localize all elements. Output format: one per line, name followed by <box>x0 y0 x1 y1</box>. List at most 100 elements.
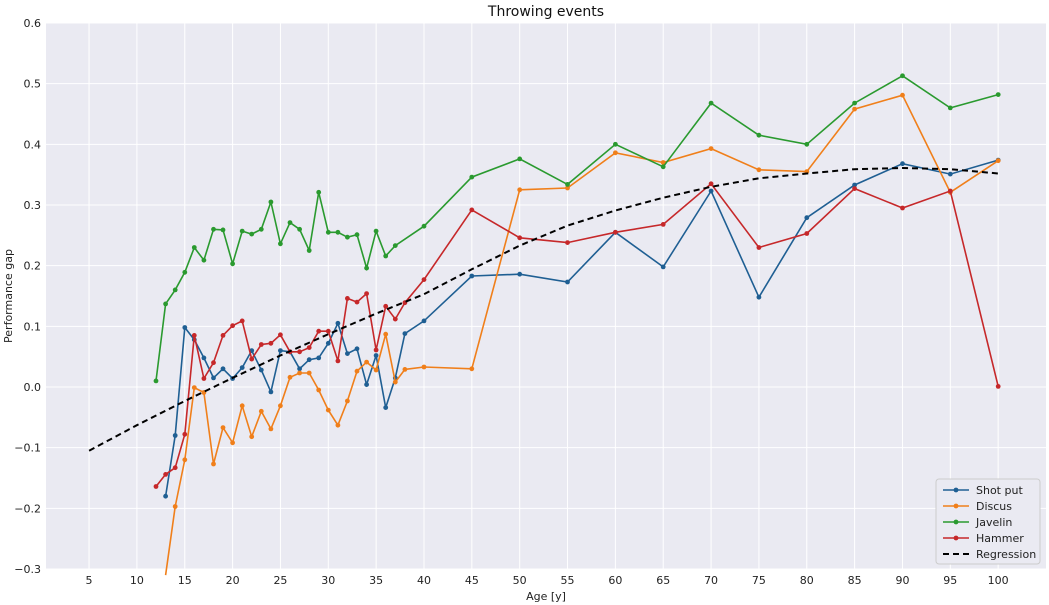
x-tick-label: 90 <box>895 574 909 587</box>
data-point-discus <box>402 367 408 372</box>
data-point-shot-put <box>756 294 762 300</box>
data-point-discus <box>517 187 523 193</box>
data-point-hammer <box>182 431 188 437</box>
legend-label-shot-put: Shot put <box>976 484 1023 497</box>
data-point-shot-put <box>220 366 226 372</box>
data-point-hammer <box>354 299 360 305</box>
data-point-javelin <box>354 232 360 238</box>
x-tick-label: 40 <box>417 574 431 587</box>
data-point-shot-put <box>469 273 475 279</box>
data-point-javelin <box>182 269 188 275</box>
data-point-shot-put <box>383 405 389 410</box>
x-axis-label: Age [y] <box>526 590 566 603</box>
data-point-shot-put <box>239 365 245 370</box>
data-point-hammer <box>239 318 245 324</box>
data-point-javelin <box>756 132 762 138</box>
data-point-shot-put <box>900 161 905 167</box>
data-point-shot-put <box>354 346 360 352</box>
data-point-hammer <box>325 328 331 334</box>
data-point-discus <box>182 457 188 463</box>
data-point-hammer <box>421 277 427 282</box>
data-point-discus <box>613 150 618 156</box>
data-point-javelin <box>392 243 398 249</box>
data-point-discus <box>708 146 714 152</box>
data-point-hammer <box>172 465 178 471</box>
legend-marker-javelin <box>953 519 959 525</box>
y-tick-label: 0.3 <box>24 199 42 212</box>
data-point-hammer <box>306 345 312 350</box>
data-point-javelin <box>345 234 350 240</box>
data-point-discus <box>354 368 360 374</box>
series-line-regression <box>88 166 999 452</box>
data-point-hammer <box>383 303 389 309</box>
data-point-discus <box>364 359 369 365</box>
data-point-javelin <box>947 105 953 111</box>
legend: Shot put Discus Javelin Hammer Regression <box>935 478 1041 565</box>
x-tick-label: 45 <box>465 574 479 587</box>
y-tick-label: 0.0 <box>24 381 42 394</box>
legend-marker-hammer <box>953 535 959 541</box>
legend-label-discus: Discus <box>976 500 1012 513</box>
data-point-discus <box>297 370 302 376</box>
data-point-javelin <box>220 227 226 233</box>
data-point-hammer <box>804 231 810 236</box>
data-point-discus <box>565 185 570 191</box>
data-point-shot-put <box>345 351 350 356</box>
data-point-discus <box>660 160 666 165</box>
data-point-shot-put <box>335 320 341 326</box>
data-point-hammer <box>900 205 905 211</box>
data-point-shot-put <box>402 331 408 336</box>
data-point-shot-put <box>297 366 302 372</box>
legend-label-hammer: Hammer <box>976 532 1024 545</box>
data-point-javelin <box>201 257 207 263</box>
y-tick-label: 0.2 <box>24 260 42 273</box>
data-point-hammer <box>392 316 398 322</box>
data-point-hammer <box>517 235 523 241</box>
data-point-hammer <box>191 333 197 338</box>
series-javelin <box>153 73 1001 384</box>
data-point-hammer <box>220 333 226 338</box>
legend-label-regression: Regression <box>976 548 1036 561</box>
data-point-javelin <box>316 189 322 195</box>
legend-item-discus: Discus <box>943 500 1012 513</box>
data-point-hammer <box>613 229 618 235</box>
data-point-discus <box>230 440 236 446</box>
data-point-javelin <box>249 231 255 237</box>
data-point-discus <box>268 426 274 432</box>
data-point-shot-put <box>201 355 207 361</box>
data-point-javelin <box>852 100 857 106</box>
x-tick-label: 5 <box>86 574 93 587</box>
data-point-javelin <box>469 174 475 180</box>
data-point-shot-put <box>517 271 523 277</box>
data-point-javelin <box>172 287 178 293</box>
data-point-javelin <box>517 156 523 162</box>
legend-marker-shot-put <box>953 487 959 493</box>
data-point-javelin <box>383 253 389 259</box>
data-point-shot-put <box>163 493 169 499</box>
data-point-discus <box>995 158 1001 164</box>
data-point-javelin <box>373 228 379 234</box>
y-tick-label: 0.5 <box>24 78 42 91</box>
legend-item-regression: Regression <box>943 548 1036 561</box>
data-point-hammer <box>335 358 341 364</box>
x-tick-label: 70 <box>704 574 718 587</box>
data-point-hammer <box>278 332 283 338</box>
data-point-discus <box>756 167 762 173</box>
data-point-discus <box>258 408 264 414</box>
x-tick-label: 10 <box>130 574 144 587</box>
data-point-discus <box>249 434 255 440</box>
x-tick-label: 95 <box>943 574 957 587</box>
legend-label-javelin: Javelin <box>975 516 1012 529</box>
y-tick-label: 0.1 <box>24 320 42 333</box>
data-point-discus <box>211 461 216 467</box>
data-point-hammer <box>153 484 159 489</box>
plot-area <box>46 23 1046 569</box>
data-point-javelin <box>297 226 302 232</box>
y-axis-label: Performance gap <box>2 249 15 343</box>
data-point-javelin <box>287 220 293 226</box>
tick-labels: 5 10 15 20 25 30 35 40 45 50 55 60 65 70 75 80 85 90 95 100… <box>14 17 1008 587</box>
data-point-shot-put <box>565 279 570 285</box>
legend-marker-discus <box>953 503 959 509</box>
series-layer <box>88 73 1001 576</box>
legend-box <box>935 478 1041 565</box>
